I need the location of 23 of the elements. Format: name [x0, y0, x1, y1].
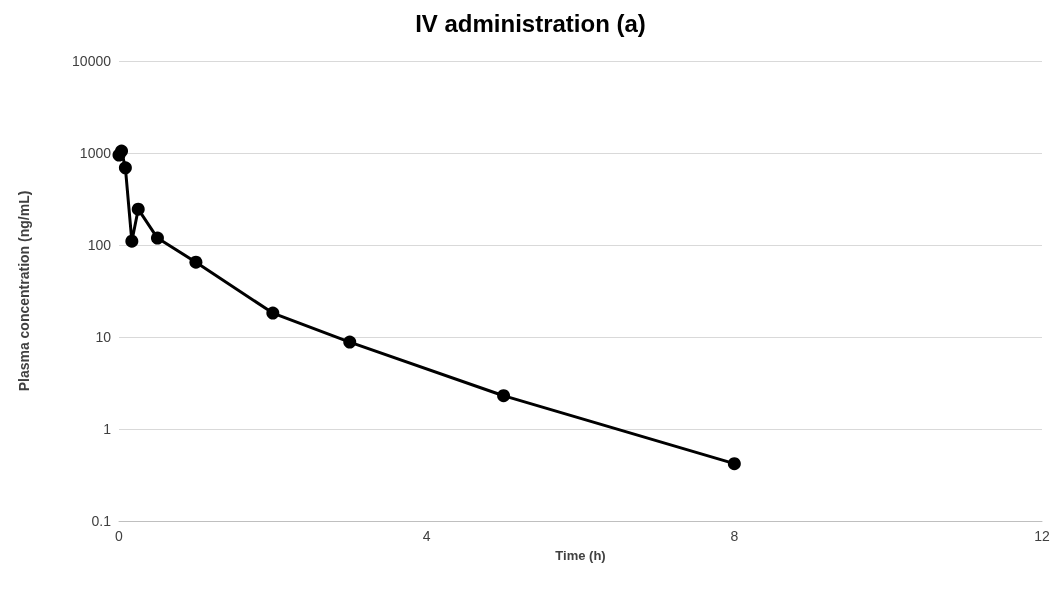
- point: [118, 161, 132, 175]
- y-tick-label: 100: [87, 237, 112, 253]
- point: [150, 231, 164, 245]
- point: [189, 255, 203, 269]
- y-tick-label: 1000: [79, 145, 112, 161]
- x-tick-label: 12: [1034, 528, 1050, 544]
- point: [125, 234, 139, 248]
- chart-title: IV administration (a): [415, 9, 646, 37]
- y-tick-label: 10: [95, 329, 112, 345]
- y-tick-label: 10000: [72, 53, 112, 69]
- y-axis-title: Plasma concentration (ng/mL): [16, 190, 32, 392]
- point: [266, 306, 280, 320]
- x-tick-label: 8: [730, 528, 739, 544]
- y-tick-label: 0.1: [91, 513, 112, 529]
- x-tick-label: 4: [422, 528, 431, 544]
- point: [497, 389, 511, 403]
- y-tick-label: 1: [103, 421, 112, 437]
- x-tick-label: 0: [115, 528, 124, 544]
- point: [131, 202, 145, 216]
- point: [115, 144, 129, 158]
- point: [727, 457, 741, 471]
- point: [343, 335, 357, 349]
- x-axis-title: Time (h): [555, 548, 606, 563]
